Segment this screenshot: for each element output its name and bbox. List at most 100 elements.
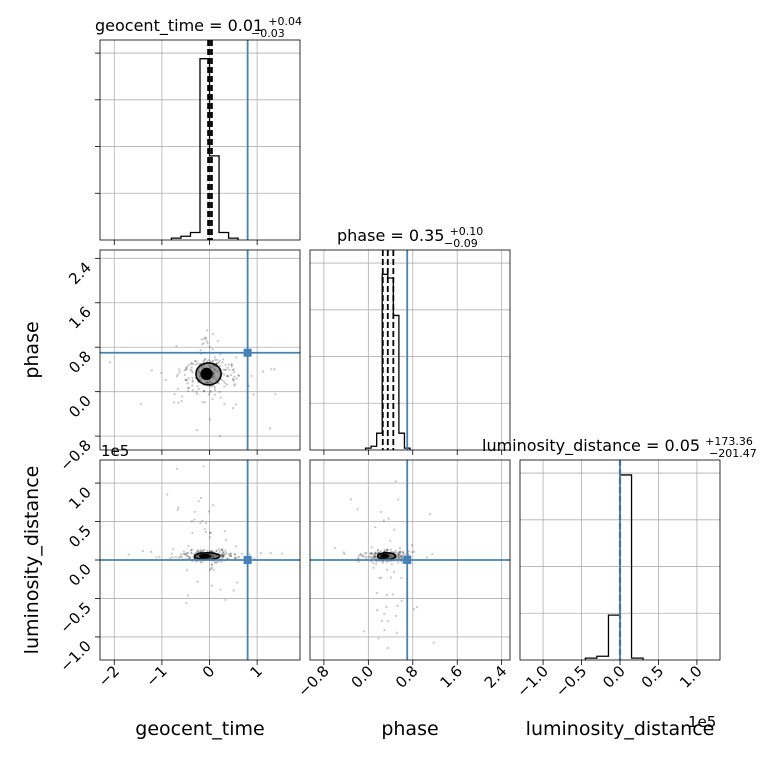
scatter-point [229,555,232,558]
title-phase: phase = 0.35 +0.10 [337,225,483,245]
scatter-point [186,365,189,368]
contour-inner [380,553,390,559]
xlabel-luminosity-distance: luminosity_distance [526,718,715,740]
scatter-point [372,561,375,565]
scatter-point [201,343,204,346]
scatter-point [189,368,192,371]
scatter-point [179,555,182,558]
scatter-point [357,554,360,557]
scatter-point [377,637,380,640]
scatter-point [398,557,401,560]
scatter-point [222,380,225,383]
scatter-point [222,554,225,557]
scatter-point [183,552,186,555]
scatter-point [191,380,194,383]
scatter-point [372,553,375,556]
scatter-point [187,389,190,393]
scatter-panel-phase-vs-luminosity_distance: −0.8 0.0 0.8 1.6 2.4 [294,459,510,701]
scatter-point [232,368,235,371]
scatter-point [395,631,399,634]
scatter-point [397,553,400,556]
scatter-point [191,371,194,374]
scatter-point [193,518,196,521]
scatter-point [259,551,262,555]
scatter-point [186,551,189,554]
panel-frame [309,249,511,451]
scatter-point [176,467,179,471]
scatter-point [385,605,388,608]
scatter-point [373,554,377,557]
scatter-point [197,500,200,503]
scatter-point [363,555,366,558]
scatter-point [223,530,226,533]
x-tick-label: 1.0 [676,662,706,692]
scatter-point [371,556,374,559]
scatter-point [193,510,196,513]
y-tick-label: 2.4 [65,258,95,288]
scatter-point [172,401,176,404]
scatter-point [235,377,238,380]
scatter-point [386,548,389,551]
scatter-point [389,539,392,542]
scatter-point [234,556,237,559]
scatter-point [127,553,130,556]
scatter-point [190,369,193,373]
scatter-point [375,553,378,556]
scatter-point [171,555,174,559]
scatter-point [196,551,200,554]
scatter-point [229,554,233,558]
scatter-point [221,556,224,559]
scatter-point [400,576,403,580]
scatter-point [396,604,399,607]
scatter-point [150,369,153,372]
scatter-point [218,390,221,394]
histogram-geocent_time [170,58,239,240]
scatter-point [365,551,368,554]
histogram-luminosity_distance [584,474,644,660]
x-tick-label: 0 [199,662,218,681]
scatter-point [361,553,364,557]
y-tick-label: −0.8 [56,436,94,474]
x-tick-label: 0.8 [392,662,422,692]
scatter-point [398,546,402,550]
scatter-point [210,563,213,566]
scatter-point [394,549,398,552]
scatter-point [229,552,232,555]
scatter-panel-geocent_time-vs-luminosity_distance: −2 −1 0 1 −1.0−0.5 0.0 0.5 1.0 [56,459,301,690]
scatter-point [390,563,393,566]
scatter-point [209,536,212,539]
scatter-point [211,332,215,336]
scatter-point [190,548,193,551]
scatter-point [222,358,225,361]
scatter-point [212,504,215,507]
scatter-point [374,551,377,554]
scatter-point [195,390,198,393]
truth-marker [243,556,252,564]
scatter-point [374,563,378,566]
scatter-point [224,539,227,542]
scatter-point [189,362,193,366]
scatter-point [189,556,192,559]
scatter-point [375,560,378,563]
scatter-point [220,560,223,564]
scatter-point [233,384,236,387]
scatter-point [398,551,401,554]
scatter-point [223,402,226,405]
scatter-point [191,384,194,387]
scatter-point [220,547,223,551]
x-tick-label: 1.6 [436,662,466,692]
scatter-point [199,548,202,552]
scatter-point [202,342,205,345]
scatter-point [373,556,376,559]
scatter-point [401,550,404,553]
scatter-point [158,555,161,559]
scatter-point [399,550,402,553]
scatter-point [222,555,225,558]
scatter-point [342,551,345,554]
scatter-point [217,548,220,551]
scatter-point [233,553,236,556]
scatter-point [208,418,212,421]
scatter-point [385,548,389,551]
scatter-point [373,555,376,558]
